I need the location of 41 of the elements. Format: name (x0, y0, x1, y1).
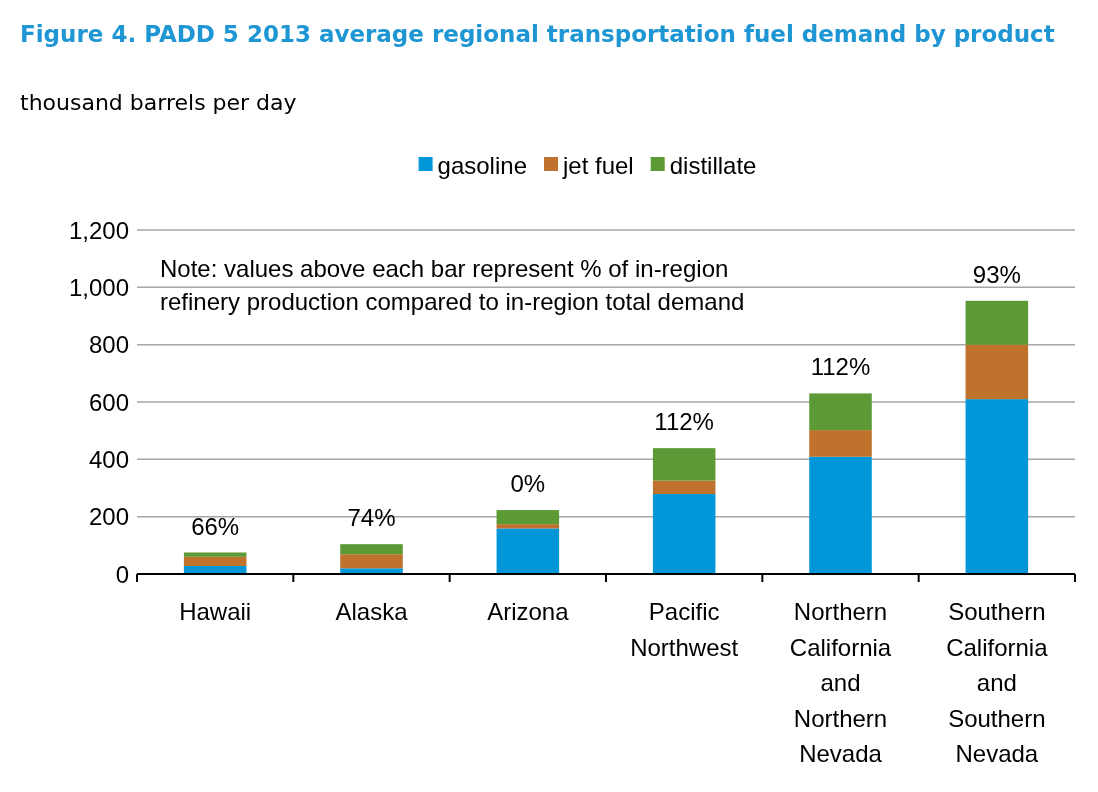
y-tick-label: 800 (88, 331, 129, 359)
y-tick-label: 600 (88, 388, 129, 416)
annotation: 66% (191, 512, 240, 540)
bar (183, 556, 247, 566)
y-tick-label: 400 (88, 445, 129, 473)
y-axis-title: thousand barrels per day (20, 90, 297, 115)
y-tick-label: 1,200 (68, 216, 129, 244)
bar (965, 344, 1029, 400)
bar (652, 480, 716, 495)
x-tick-label: Northern California and Northern Nevada (789, 598, 892, 767)
y-tick-label: 0 (115, 560, 129, 588)
bar (809, 456, 872, 574)
bar (809, 393, 872, 431)
annotation: 112% (654, 408, 714, 436)
x-tick-label: Pacific Northwest (630, 598, 739, 661)
bar (496, 510, 560, 525)
bar (496, 528, 560, 574)
annotation: 112% (810, 353, 871, 381)
legend-label: distillate (669, 151, 757, 179)
annotation: 74% (347, 504, 396, 532)
bar (340, 554, 403, 569)
annotation: Note: values above each bar represent % of in-region refinery production compared to in-region total demand (160, 255, 745, 315)
x-tick-label: Alaska (335, 598, 409, 625)
annotation: 0% (510, 470, 546, 498)
annotation: 93% (972, 260, 1021, 288)
bar (965, 399, 1029, 574)
bar (809, 430, 872, 457)
bar (652, 448, 716, 481)
bar (965, 300, 1029, 345)
y-tick-label: 1,000 (68, 273, 129, 301)
legend-label: gasoline (437, 151, 527, 179)
bar (652, 494, 716, 574)
legend-label: jet fuel (561, 151, 634, 179)
x-tick-label: Arizona (487, 598, 570, 625)
bar (183, 552, 247, 557)
x-tick-label: Hawaii (179, 598, 252, 625)
bar (340, 544, 403, 555)
x-tick-label: Southern California and Southern Nevada (946, 598, 1049, 767)
y-tick-label: 200 (88, 503, 129, 531)
bar (496, 524, 560, 529)
chart-title: Figure 4. PADD 5 2013 average regional transportation fuel demand by product (20, 21, 1055, 47)
